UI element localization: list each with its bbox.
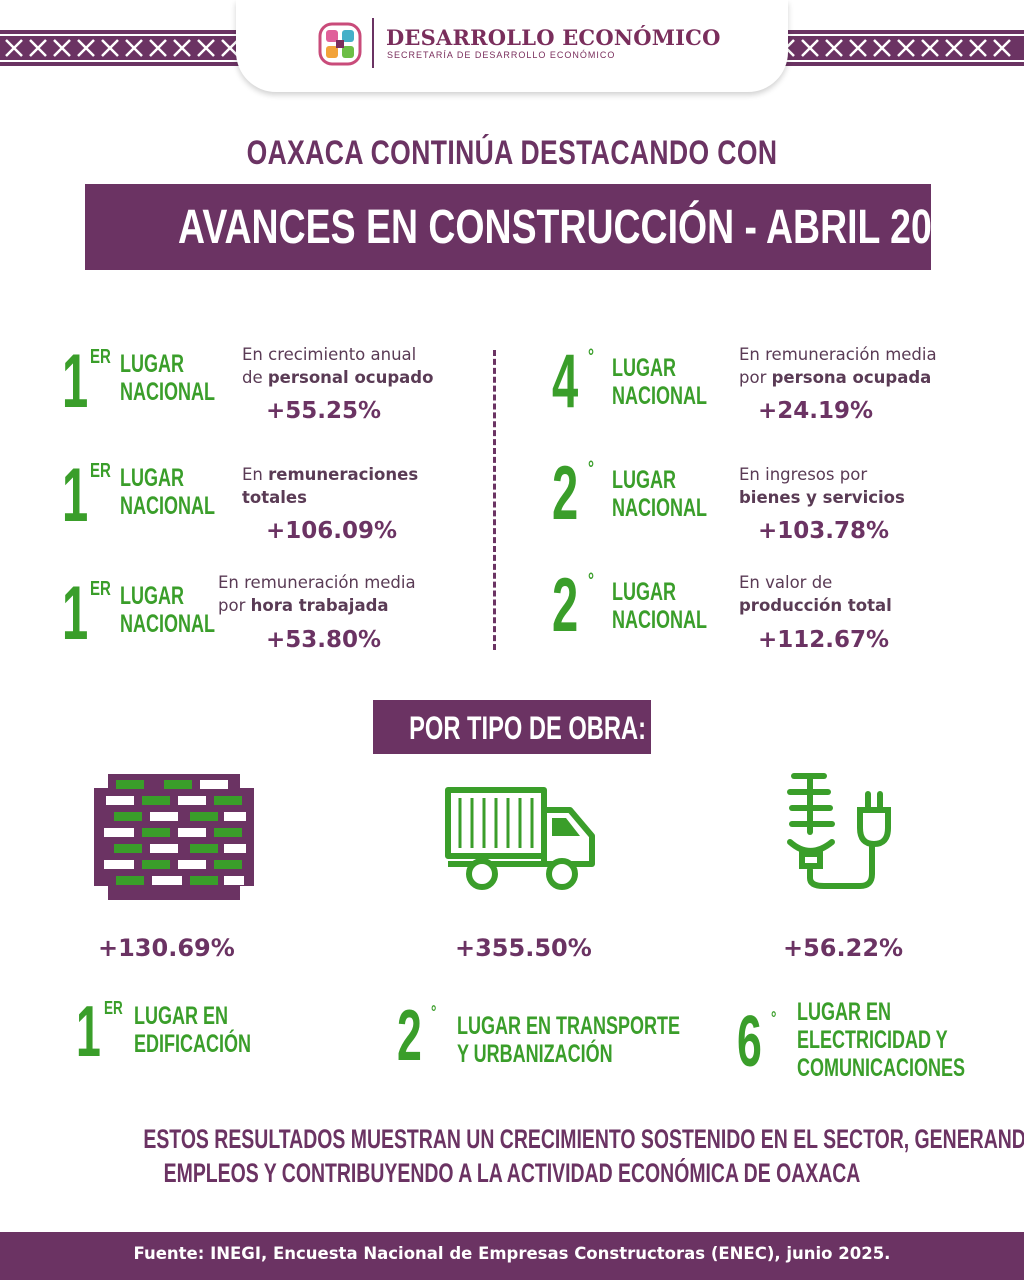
rank-number: 1 [62, 339, 89, 424]
desc-line1: En remuneración media [218, 573, 416, 592]
bricks-icon [94, 774, 254, 900]
rank-label: LUGAR NACIONAL [120, 464, 215, 520]
desc-line2-bold: bienes y servicios [739, 488, 905, 507]
ranking-right-1-desc: En remuneración media por persona ocupada [739, 343, 937, 389]
rank-label-line2: ELECTRICIDAD Y [797, 1026, 948, 1054]
desc-line2-pre: por [739, 368, 772, 387]
rank-number: 1 [62, 571, 89, 656]
rank-label-line1: LUGAR EN [797, 998, 892, 1026]
ranking-left-2-desc: En remuneraciones totales [242, 463, 418, 509]
rank-suffix: ° [431, 1002, 437, 1022]
rank-label-line1: LUGAR [120, 582, 185, 610]
desc-line2-pre: de [242, 368, 268, 387]
desc-line2-pre: por [218, 596, 251, 615]
heading-banner-text: AVANCES EN CONSTRUCCIÓN - ABRIL 2025 [178, 201, 974, 254]
rank-label-line2: NACIONAL [120, 378, 215, 406]
rank-label-line1: LUGAR [120, 350, 185, 378]
rank-label-line2: NACIONAL [612, 606, 707, 634]
rank-label-line2: NACIONAL [612, 382, 707, 410]
rank-number: 4 [552, 339, 579, 424]
rank-suffix: ER [104, 998, 123, 1018]
closing-line2: EMPLEOS Y CONTRIBUYENDO A LA ACTIVIDAD E… [163, 1158, 861, 1188]
ranking-right-2-pct: +103.78% [758, 518, 890, 544]
rank-label-line1: LUGAR [612, 578, 677, 606]
rank-label-line1: LUGAR [120, 464, 185, 492]
rank-number: 2 [552, 563, 579, 648]
rank-label-line1: LUGAR EN TRANSPORTE [457, 1012, 681, 1040]
heading-banner: AVANCES EN CONSTRUCCIÓN - ABRIL 2025 [85, 184, 974, 270]
obra-transporte-pct: +355.50% [455, 934, 592, 962]
rank-label: LUGAR EN EDIFICACIÓN [134, 1002, 251, 1058]
desc-line1: En valor de [739, 573, 833, 592]
footer-bar: Fuente: INEGI, Encuesta Nacional de Empr… [0, 1232, 1024, 1280]
rank-label-line1: LUGAR EN [134, 1002, 229, 1030]
heading-line1: OAXACA CONTINÚA DESTACANDO CON [246, 134, 778, 172]
desc-line2-bold: personal ocupado [267, 368, 434, 387]
obra-edificacion-pct: +130.69% [98, 934, 235, 962]
truck-icon [445, 787, 595, 890]
rank-label: LUGAR NACIONAL [612, 354, 707, 410]
ranking-left-3-desc: En remuneración media por hora trabajada [218, 571, 416, 617]
desc-line2-bold: hora trabajada [250, 596, 389, 615]
rank-number: 1 [76, 992, 101, 1072]
ranking-left-1-pct: +55.25% [266, 398, 382, 424]
header-title: DESARROLLO ECONÓMICO [386, 25, 721, 50]
rank-number: 2 [552, 451, 579, 536]
ranking-right-3-pct: +112.67% [758, 627, 890, 653]
rank-suffix: ° [588, 570, 594, 592]
desc-line1: En remuneración media [739, 345, 937, 364]
rank-suffix: ER [90, 346, 111, 368]
rank-label: LUGAR EN ELECTRICIDAD Y COMUNICACIONES [797, 998, 965, 1082]
desc-line1-pre: En [242, 465, 269, 484]
rank-label-line3: COMUNICACIONES [797, 1054, 966, 1082]
ranking-right-2-desc: En ingresos por bienes y servicios [739, 463, 905, 509]
rank-label-line1: LUGAR [612, 354, 677, 382]
desc-line1: En ingresos por [739, 465, 868, 484]
oaxaca-emblem-icon [318, 22, 362, 66]
section-tab-obra: POR TIPO DE OBRA: [373, 700, 651, 754]
desc-line2-bold: producción total [739, 596, 892, 615]
rank-label-line1: LUGAR [612, 466, 677, 494]
footer-source: Fuente: INEGI, Encuesta Nacional de Empr… [133, 1244, 891, 1263]
column-divider [493, 350, 496, 650]
header-subtitle: SECRETARÍA DE DESARROLLO ECONÓMICO [387, 50, 616, 60]
rank-label-line2: EDIFICACIÓN [134, 1030, 251, 1058]
section-title-obra: POR TIPO DE OBRA: [409, 710, 646, 746]
rank-suffix: ° [771, 1008, 777, 1028]
ranking-right-3-desc: En valor de producción total [739, 571, 892, 617]
desc-line1-bold: remuneraciones [268, 465, 419, 484]
rank-number: 6 [737, 1002, 762, 1082]
rank-number: 2 [397, 996, 422, 1076]
obra-electricidad-pct: +56.22% [783, 934, 904, 962]
logo-divider [372, 18, 374, 68]
rank-suffix: ° [588, 458, 594, 480]
desc-line2-bold: persona ocupada [771, 368, 932, 387]
rank-label-line2: NACIONAL [612, 494, 707, 522]
ranking-left-3-pct: +53.80% [266, 627, 382, 653]
rank-label-line2: NACIONAL [120, 610, 215, 638]
decorative-band-left [0, 30, 260, 66]
rank-number: 1 [62, 453, 89, 538]
rank-label-line2: NACIONAL [120, 492, 215, 520]
ranking-right-1-pct: +24.19% [758, 398, 874, 424]
rank-label: LUGAR NACIONAL [120, 582, 215, 638]
ranking-left-2-pct: +106.09% [266, 518, 398, 544]
ranking-left-1-desc: En crecimiento anual de personal ocupado [242, 343, 433, 389]
rank-label: LUGAR NACIONAL [612, 578, 707, 634]
desc-line1: En crecimiento anual [242, 345, 417, 364]
rank-label: LUGAR NACIONAL [120, 350, 215, 406]
closing-line1: ESTOS RESULTADOS MUESTRAN UN CRECIMIENTO… [143, 1124, 1024, 1154]
rank-suffix: ER [90, 460, 111, 482]
rank-suffix: ER [90, 578, 111, 600]
rank-suffix: ° [588, 346, 594, 368]
rank-label-line2: Y URBANIZACIÓN [457, 1040, 613, 1068]
bulb-plug-icon [787, 773, 891, 889]
decorative-band-right [770, 30, 1024, 66]
rank-label: LUGAR EN TRANSPORTE Y URBANIZACIÓN [457, 1012, 680, 1068]
desc-line2-bold: totales [242, 488, 307, 507]
rank-label: LUGAR NACIONAL [612, 466, 707, 522]
